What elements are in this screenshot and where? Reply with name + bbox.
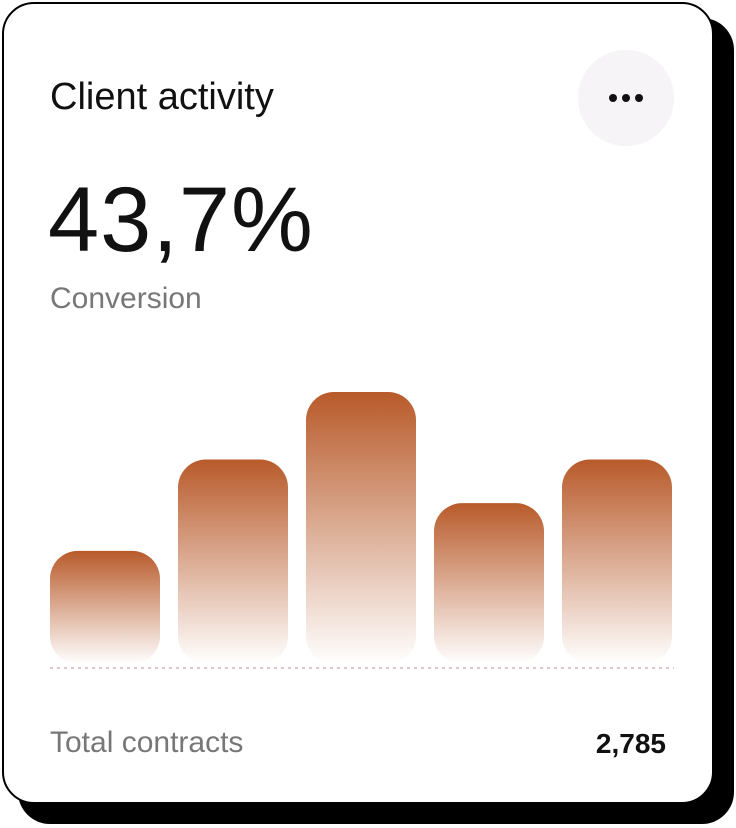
metric-label: Conversion — [50, 282, 202, 315]
footer-value: 2,785 — [595, 728, 666, 759]
footer-label: Total contracts — [50, 726, 244, 759]
menu-button[interactable] — [578, 50, 674, 146]
bar — [50, 550, 160, 664]
metric: 43,7% — [48, 169, 314, 271]
bar — [434, 503, 544, 664]
dot — [635, 94, 643, 102]
bar — [562, 459, 672, 664]
bar — [178, 459, 288, 664]
dot — [609, 94, 617, 102]
card: Client activity 43,7% Conversion Total c… — [2, 2, 714, 804]
chart — [50, 392, 674, 669]
bar — [306, 392, 416, 664]
card-title: Client activity — [50, 76, 274, 118]
dot — [622, 94, 630, 102]
